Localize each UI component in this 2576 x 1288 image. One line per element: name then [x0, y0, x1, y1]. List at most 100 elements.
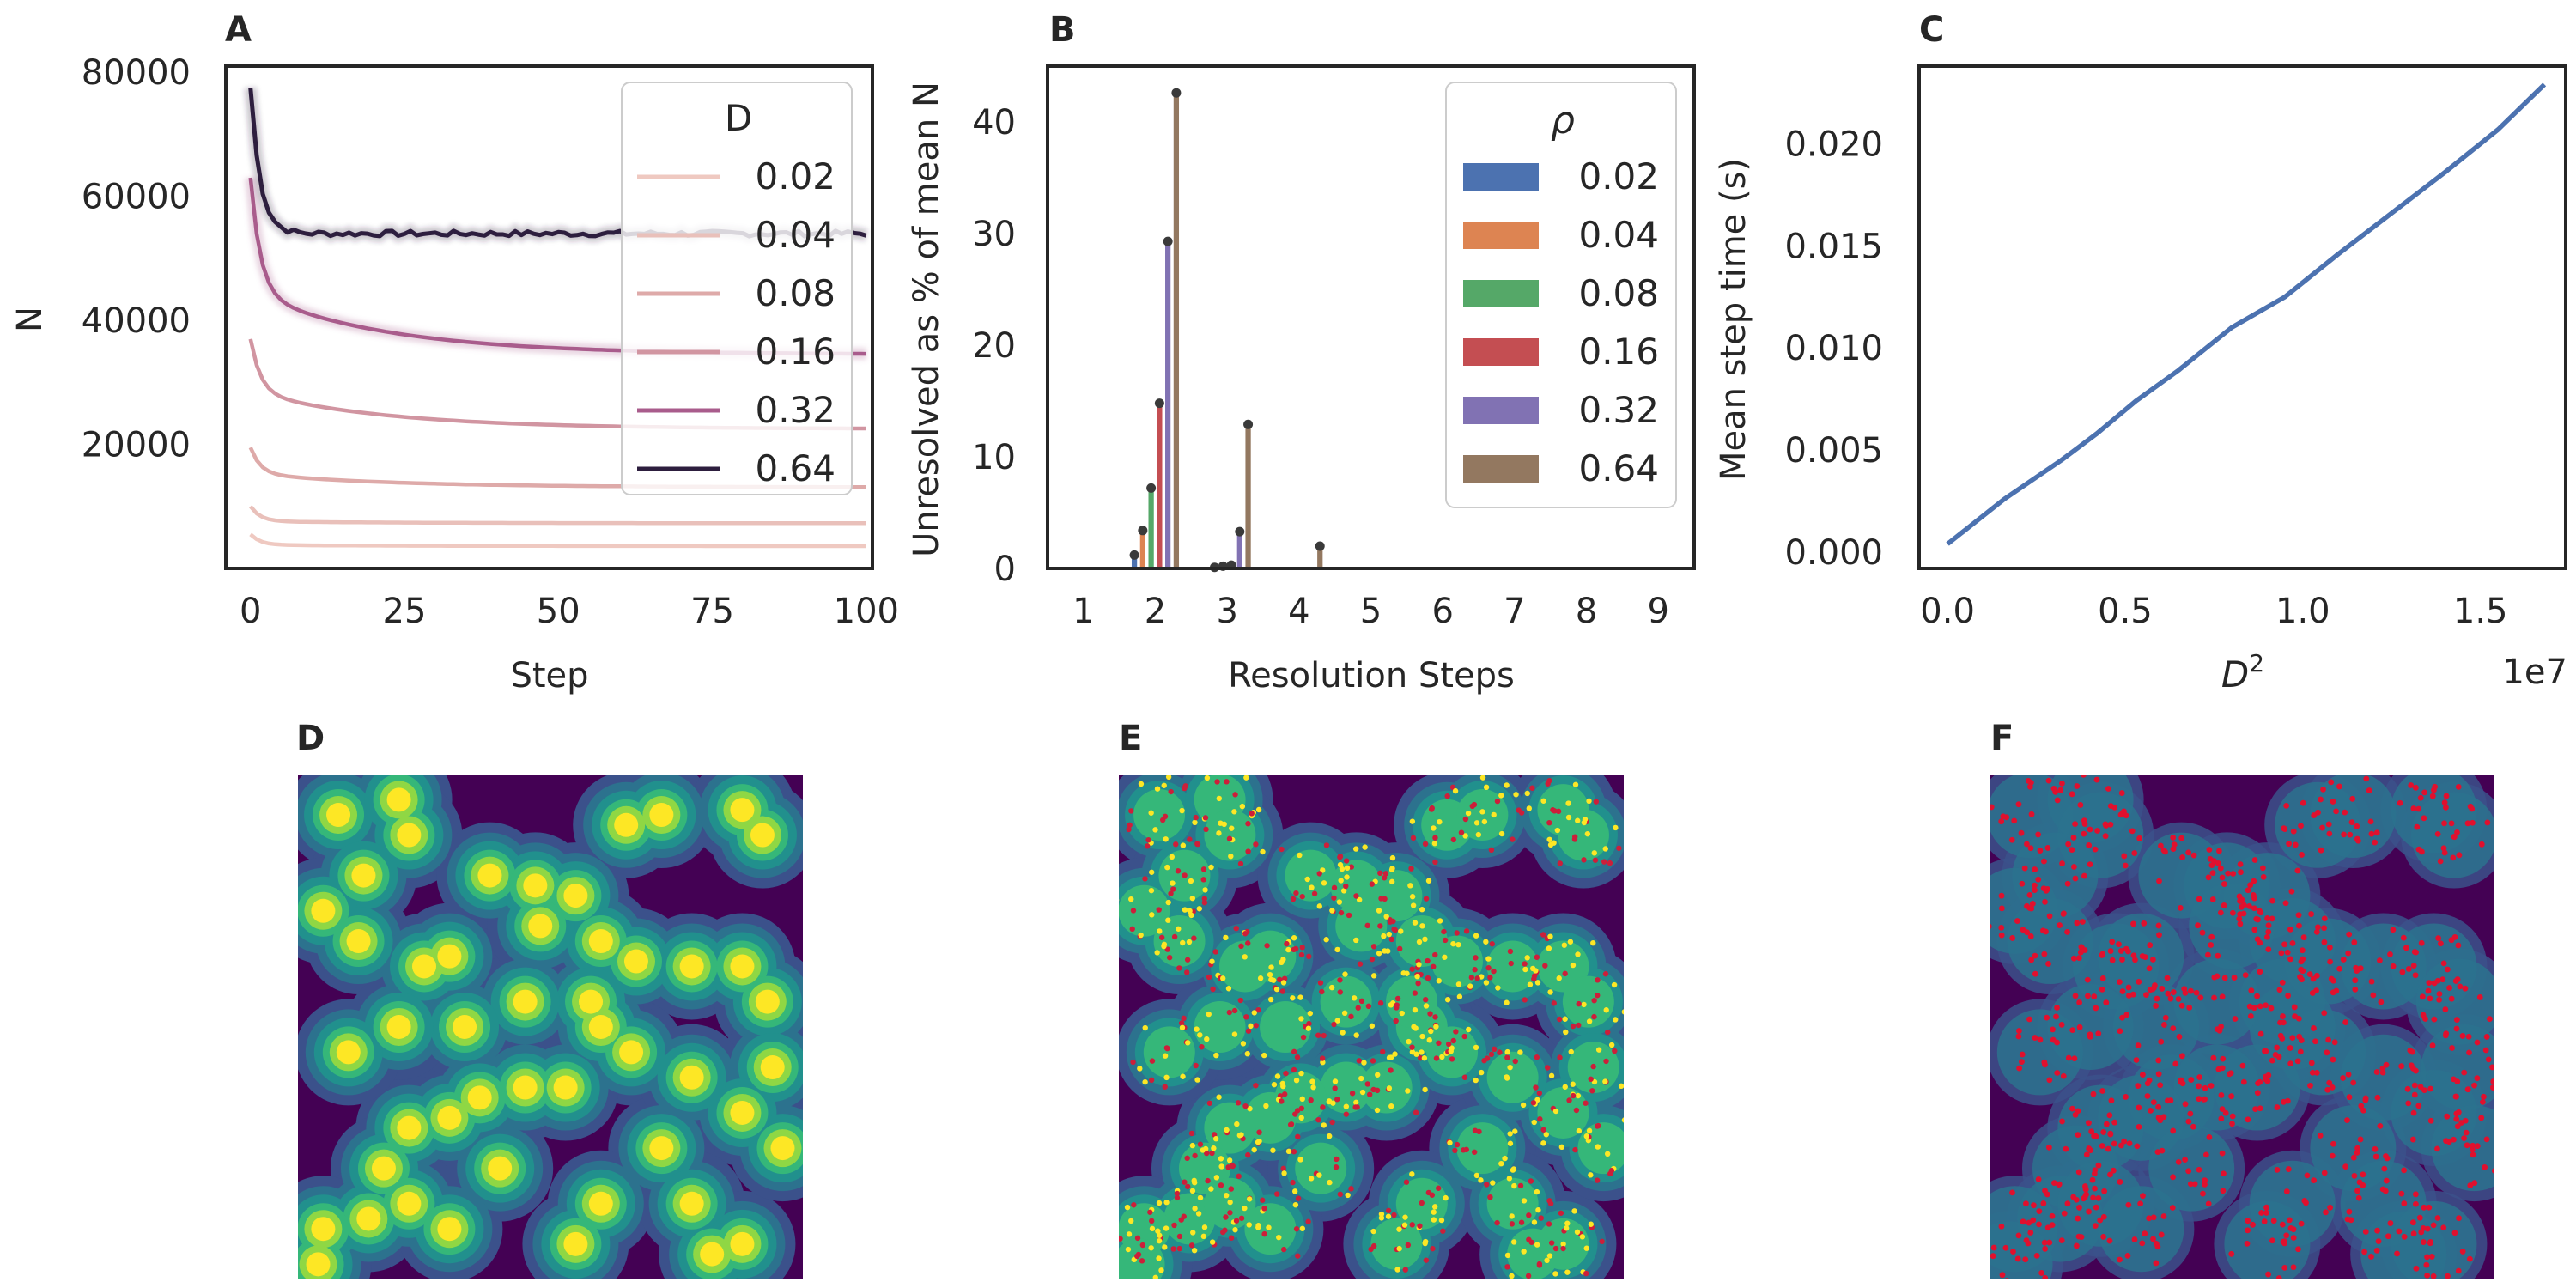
legend-items: 0.020.040.080.160.320.64 — [637, 155, 835, 489]
particle-point — [1531, 1119, 1537, 1126]
particle-point — [2466, 1049, 2472, 1056]
particle-point — [2467, 1182, 2474, 1188]
panel-f: F — [1982, 719, 2494, 1279]
particle-point — [1338, 909, 1345, 916]
particle-point — [2056, 1182, 2063, 1188]
particle-point — [2324, 1086, 2331, 1093]
particle-point — [2352, 986, 2359, 993]
particle-point — [2037, 1036, 2044, 1043]
particle-point — [1202, 815, 1209, 821]
particle-point — [1416, 962, 1422, 968]
particle-point — [2202, 1181, 2208, 1188]
particle-point — [2199, 929, 2206, 936]
particle-point — [2279, 1036, 2286, 1042]
particle-point — [1339, 866, 1346, 872]
particle-point — [1190, 1230, 1196, 1236]
particle-point — [1516, 807, 1522, 813]
particle-point — [2448, 995, 2455, 1002]
particle-point — [1611, 981, 1618, 988]
particle-point — [2282, 900, 2289, 907]
particle-point — [1103, 1222, 1109, 1227]
particle-point — [1170, 1246, 1176, 1252]
x-tick-label: 2 — [1145, 592, 1166, 631]
particle-point — [1208, 864, 1214, 871]
particle-point — [2004, 1278, 2010, 1279]
particle-point — [1148, 1077, 1155, 1084]
particle-point — [2228, 1093, 2235, 1100]
y-tick-label: 0.005 — [1784, 431, 1883, 471]
particle-point — [1386, 1085, 1393, 1091]
particle-point — [1572, 1146, 1578, 1153]
particle-point — [1613, 824, 1619, 831]
particle-point — [1227, 1210, 1233, 1216]
particle-point — [1270, 1147, 1276, 1153]
particle-point — [2083, 767, 2089, 773]
particle-point — [1125, 1246, 1132, 1253]
particle-point — [1437, 918, 1443, 924]
particle-point — [2323, 1209, 2329, 1216]
particle-point — [1194, 841, 1201, 848]
particle-point — [1603, 1058, 1609, 1065]
particle-point — [1382, 871, 1389, 877]
particle-point — [2157, 1117, 2164, 1124]
particle-point — [2208, 1083, 2215, 1089]
particle-point — [2221, 902, 2227, 908]
particle-point — [2170, 1127, 2177, 1134]
particle-point — [2410, 1109, 2417, 1116]
particle-point — [2123, 1012, 2130, 1018]
particle-point — [1378, 1211, 1385, 1218]
particle-point — [1291, 946, 1297, 953]
particle-point — [1388, 1103, 1394, 1109]
plot-frame — [1046, 64, 1696, 570]
particle-point — [1280, 980, 1287, 986]
particle-point — [1244, 1051, 1251, 1057]
particle-point — [2176, 1034, 2183, 1040]
density-contour — [346, 929, 371, 954]
x-tick-label: 9 — [1647, 592, 1668, 631]
particle-point — [2063, 1145, 2069, 1152]
particle-point — [1224, 1127, 1230, 1133]
particle-point — [2107, 803, 2114, 810]
legend-items: 0.020.040.080.160.320.64 — [1463, 155, 1659, 489]
particle-point — [1396, 945, 1403, 952]
particle-point — [2057, 922, 2063, 928]
particle-point — [1982, 1251, 1988, 1257]
particle-point — [2416, 1214, 2423, 1221]
particle-point — [2075, 1108, 2081, 1115]
particle-point — [2327, 1204, 2333, 1211]
particle-point — [2023, 1200, 2029, 1207]
particle-point — [1430, 1245, 1436, 1252]
particle-point — [2046, 1144, 2052, 1151]
particle-point — [1201, 1224, 1208, 1230]
particle-point — [1426, 1037, 1432, 1043]
particle-point — [1163, 1074, 1170, 1081]
particle-point — [2366, 787, 2372, 793]
particle-point — [2015, 1028, 2022, 1034]
particle-point — [1231, 809, 1237, 815]
particle-point — [1340, 888, 1347, 894]
particle-point — [2182, 989, 2189, 996]
bar — [1139, 530, 1145, 568]
particle-point — [2374, 1094, 2381, 1101]
particle-point — [1273, 1191, 1280, 1197]
particle-point — [1635, 1140, 1640, 1145]
particle-point — [2000, 813, 2007, 820]
particle-point — [1300, 1034, 1307, 1041]
particle-point — [2355, 837, 2361, 844]
particle-point — [2158, 1231, 2165, 1238]
particle-point — [2367, 818, 2374, 825]
particle-point — [2097, 1217, 2104, 1224]
particle-point — [2275, 1054, 2282, 1060]
particle-point — [2064, 1200, 2071, 1207]
particle-point — [1128, 896, 1134, 902]
particle-point — [2178, 1053, 2185, 1060]
particle-point — [1202, 887, 1208, 893]
x-tick-label: 0 — [240, 592, 261, 631]
particle-point — [1233, 1218, 1240, 1224]
particle-point — [2311, 1025, 2317, 1031]
particle-point — [1320, 1060, 1326, 1066]
particle-point — [1270, 977, 1277, 983]
particle-point — [1386, 931, 1392, 938]
particle-point — [1297, 852, 1303, 859]
particle-point — [2285, 1166, 2292, 1172]
